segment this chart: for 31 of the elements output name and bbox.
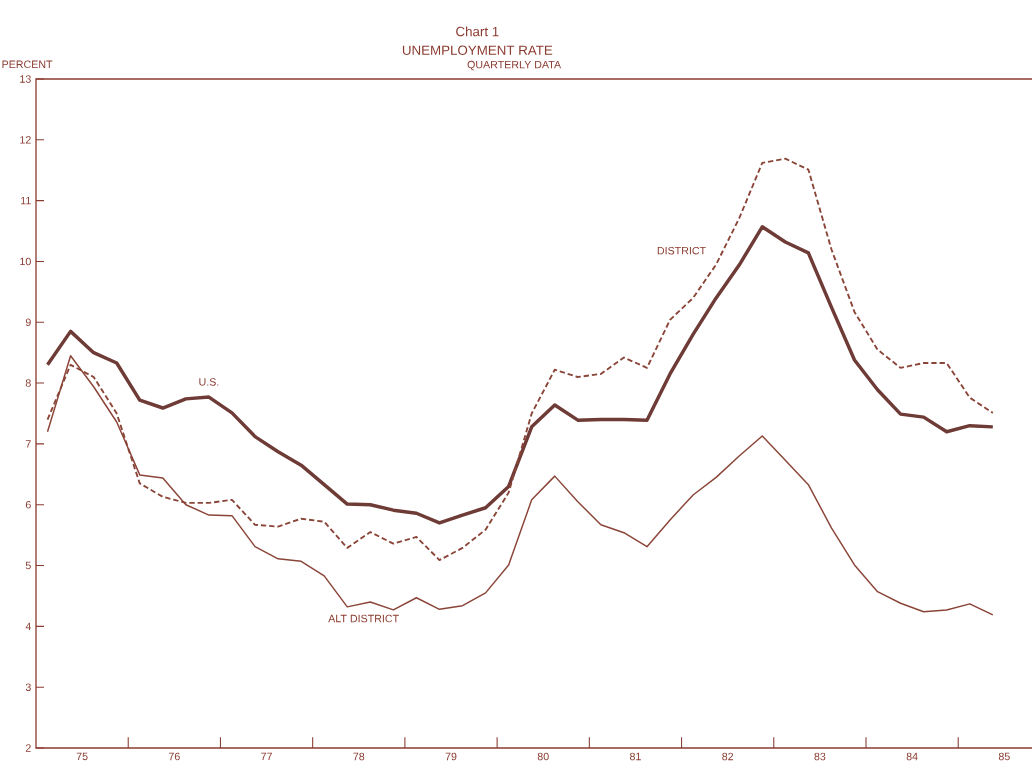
y-tick-label: 3 (25, 683, 31, 691)
series-label: ALT DISTRICT (328, 614, 399, 623)
y-tick-label: 13 (20, 75, 31, 83)
x-tick-label: 81 (629, 752, 641, 761)
y-tick-label: 6 (25, 500, 31, 509)
y-tick-label: 9 (25, 318, 31, 327)
x-tick-label: 83 (814, 752, 826, 761)
x-tick-label: 80 (537, 752, 549, 761)
x-tick-label: 78 (353, 752, 365, 761)
x-tick-label: 77 (261, 752, 272, 761)
y-tick-label: 2 (25, 744, 31, 752)
y-tick-label: 12 (20, 136, 31, 144)
chart-title: Chart 1 (456, 26, 499, 37)
y-axis-title: PERCENT (2, 60, 53, 69)
y-tick-label: 10 (20, 257, 31, 266)
x-tick-label: 85 (998, 752, 1010, 761)
x-tick-label: 79 (445, 752, 457, 761)
series-label: DISTRICT (657, 246, 706, 255)
y-tick-label: 5 (25, 561, 31, 570)
series-label: U.S. (199, 378, 219, 386)
x-tick-label: 82 (722, 752, 734, 761)
y-tick-label: 8 (25, 379, 31, 387)
text: QUARTERLY DATA (467, 60, 562, 71)
y-tick-label: 4 (25, 622, 31, 631)
line-series (45, 225, 995, 525)
chart-subtitle: UNEMPLOYMENT RATE (402, 45, 553, 55)
y-tick-label: 11 (21, 196, 31, 205)
x-tick-label: 76 (168, 752, 180, 761)
y-tick-label: 7 (25, 440, 31, 448)
x-tick-label: 75 (76, 752, 88, 761)
x-tick-label: 84 (906, 752, 918, 761)
